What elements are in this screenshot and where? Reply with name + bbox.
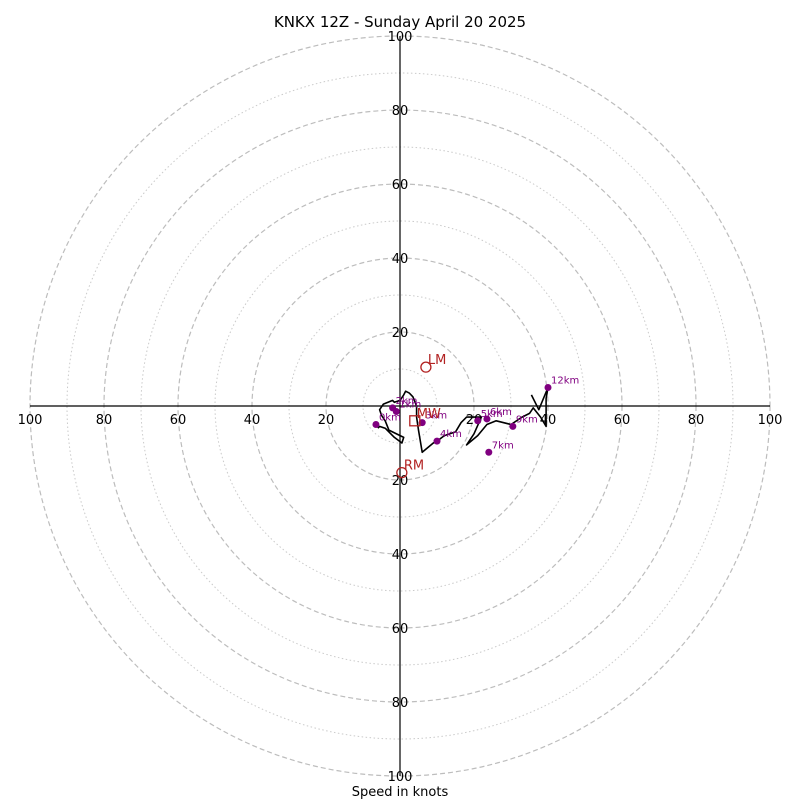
height-label-6km: 6km [490, 407, 512, 418]
tick-label: 80 [392, 696, 409, 711]
height-marker-3km [418, 419, 426, 427]
tick-label: 100 [388, 30, 413, 45]
tick-label: 100 [758, 413, 783, 428]
height-marker-2km [389, 404, 397, 412]
height-marker-4km [433, 437, 441, 445]
height-marker-12km [544, 384, 552, 391]
height-label-5km: 5km [481, 409, 503, 420]
height-label-4km: 4km [440, 429, 462, 440]
tick-label: 60 [170, 413, 187, 428]
tick-label: 100 [388, 770, 413, 785]
height-marker-6km [483, 415, 491, 423]
height-marker-0km [372, 421, 380, 428]
tick-label: 60 [614, 413, 631, 428]
tick-label: 100 [18, 413, 43, 428]
tick-label: 40 [392, 548, 409, 563]
chart-title: KNKX 12Z - Sunday April 20 2025 [274, 13, 526, 31]
tick-label: 60 [392, 178, 409, 193]
tick-label: 40 [244, 413, 261, 428]
motion-marker-mw [409, 415, 421, 427]
height-label-7km: 7km [492, 440, 514, 451]
tick-label: 20 [392, 326, 409, 341]
motion-marker-rm [396, 466, 408, 479]
height-label-1km: 1km [399, 400, 421, 411]
tick-label: 20 [318, 413, 335, 428]
hodograph-line [377, 386, 549, 454]
hodograph-trace [377, 386, 549, 454]
height-label-0km: 0km [379, 413, 401, 424]
height-label-9km: 9km [516, 414, 538, 425]
motion-label-rm: RM [404, 459, 424, 474]
tick-label: 80 [96, 413, 113, 428]
motion-marker-lm [420, 361, 432, 373]
height-marker-9km [509, 422, 517, 430]
tick-label: 40 [540, 413, 557, 428]
height-marker-5km [474, 417, 482, 425]
motion-label-lm: LM [428, 353, 446, 368]
motion-label-mw: MW [417, 407, 441, 422]
x-axis-label: Speed in knots [352, 785, 449, 800]
tick-label: 40 [392, 252, 409, 267]
tick-label: 80 [392, 104, 409, 119]
height-marker-7km [485, 448, 493, 456]
axes [30, 36, 770, 776]
tick-label: 60 [392, 622, 409, 637]
storm-motion-markers: LM MW RM [396, 353, 446, 479]
height-label-12km: 12km [551, 376, 579, 387]
tick-label: 80 [688, 413, 705, 428]
height-label-2km: 2km [396, 396, 418, 407]
height-label-3km: 3km [425, 411, 447, 422]
